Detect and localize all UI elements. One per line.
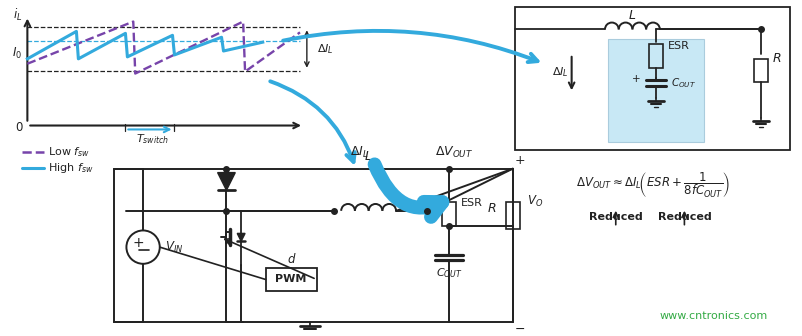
Bar (506, 202, 520, 229)
Text: High $f_{sw}$: High $f_{sw}$ (48, 161, 93, 175)
Text: R: R (772, 52, 781, 65)
Text: +: + (132, 236, 144, 250)
Text: +: + (514, 154, 525, 167)
Text: PWM: PWM (275, 275, 307, 285)
Text: $\Delta I_L$: $\Delta I_L$ (317, 42, 334, 56)
Text: +: + (632, 75, 640, 84)
Text: $V_{IN}$: $V_{IN}$ (164, 240, 183, 255)
Bar (265, 268, 317, 291)
Text: 0: 0 (15, 121, 22, 134)
Text: $i_L$: $i_L$ (13, 7, 22, 23)
Polygon shape (217, 173, 235, 190)
Polygon shape (237, 234, 245, 241)
Bar (515, 7, 790, 150)
Text: L: L (365, 151, 372, 163)
Text: ESR: ESR (461, 198, 483, 208)
Bar (608, 39, 704, 142)
Bar (608, 39, 704, 142)
Text: L: L (629, 9, 636, 22)
Text: $\Delta I_L$: $\Delta I_L$ (350, 144, 368, 160)
Text: $\Delta V_{OUT}$: $\Delta V_{OUT}$ (435, 144, 473, 160)
Text: $I_0$: $I_0$ (12, 46, 22, 61)
Text: www.cntronics.com: www.cntronics.com (660, 311, 768, 321)
Text: $C_{OUT}$: $C_{OUT}$ (435, 266, 463, 280)
Bar (442, 202, 456, 225)
Text: $V_O$: $V_O$ (527, 194, 543, 209)
Text: $\Delta I_L$: $\Delta I_L$ (552, 66, 569, 80)
Text: $\Delta V_{OUT} \approx \Delta I_L\!\left(ESR + \dfrac{1}{8fC_{OUT}}\right)$: $\Delta V_{OUT} \approx \Delta I_L\!\lef… (576, 170, 730, 199)
Text: $T_{switch}$: $T_{switch}$ (136, 132, 169, 146)
Text: Low $f_{sw}$: Low $f_{sw}$ (48, 145, 90, 159)
Bar (649, 44, 662, 68)
Bar (754, 59, 768, 82)
Text: $C_{OUT}$: $C_{OUT}$ (670, 77, 696, 90)
Text: Reduced: Reduced (589, 212, 642, 222)
Text: d: d (287, 253, 295, 266)
Text: Reduced: Reduced (658, 212, 711, 222)
Text: ESR: ESR (668, 41, 690, 51)
Text: R: R (488, 202, 496, 215)
Text: −: − (514, 323, 525, 336)
